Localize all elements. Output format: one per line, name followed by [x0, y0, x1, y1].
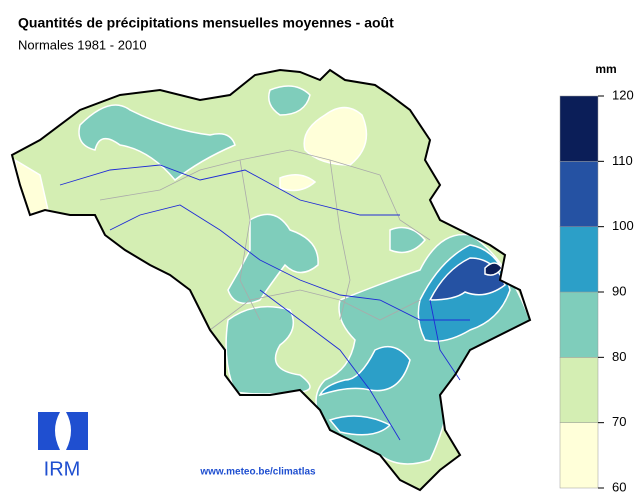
footer-url[interactable]: www.meteo.be/climatlas	[199, 467, 316, 478]
subtitle: Normales 1981 - 2010	[18, 37, 147, 52]
legend-swatch	[559, 226, 599, 293]
legend-swatch	[559, 422, 599, 489]
legend-swatch	[559, 161, 599, 227]
title: Quantités de précipitations mensuelles m…	[18, 15, 394, 31]
logo-text: IRM	[44, 458, 81, 480]
legend-tick-label: 70	[612, 414, 626, 429]
legend-tick-label: 80	[612, 349, 626, 364]
legend-swatch	[559, 95, 599, 162]
legend-unit: mm	[595, 62, 616, 76]
legend-tick-label: 90	[612, 283, 626, 298]
legend-tick-label: 60	[612, 479, 626, 494]
legend-tick-label: 100	[612, 218, 634, 233]
legend-tick-label: 120	[612, 87, 634, 102]
legend-tick-label: 110	[612, 153, 633, 168]
legend: 60 70 80 90 100 110 120	[559, 87, 634, 494]
legend-swatch	[559, 357, 599, 423]
irm-logo: IRM	[38, 412, 88, 480]
legend-swatch	[559, 291, 599, 358]
